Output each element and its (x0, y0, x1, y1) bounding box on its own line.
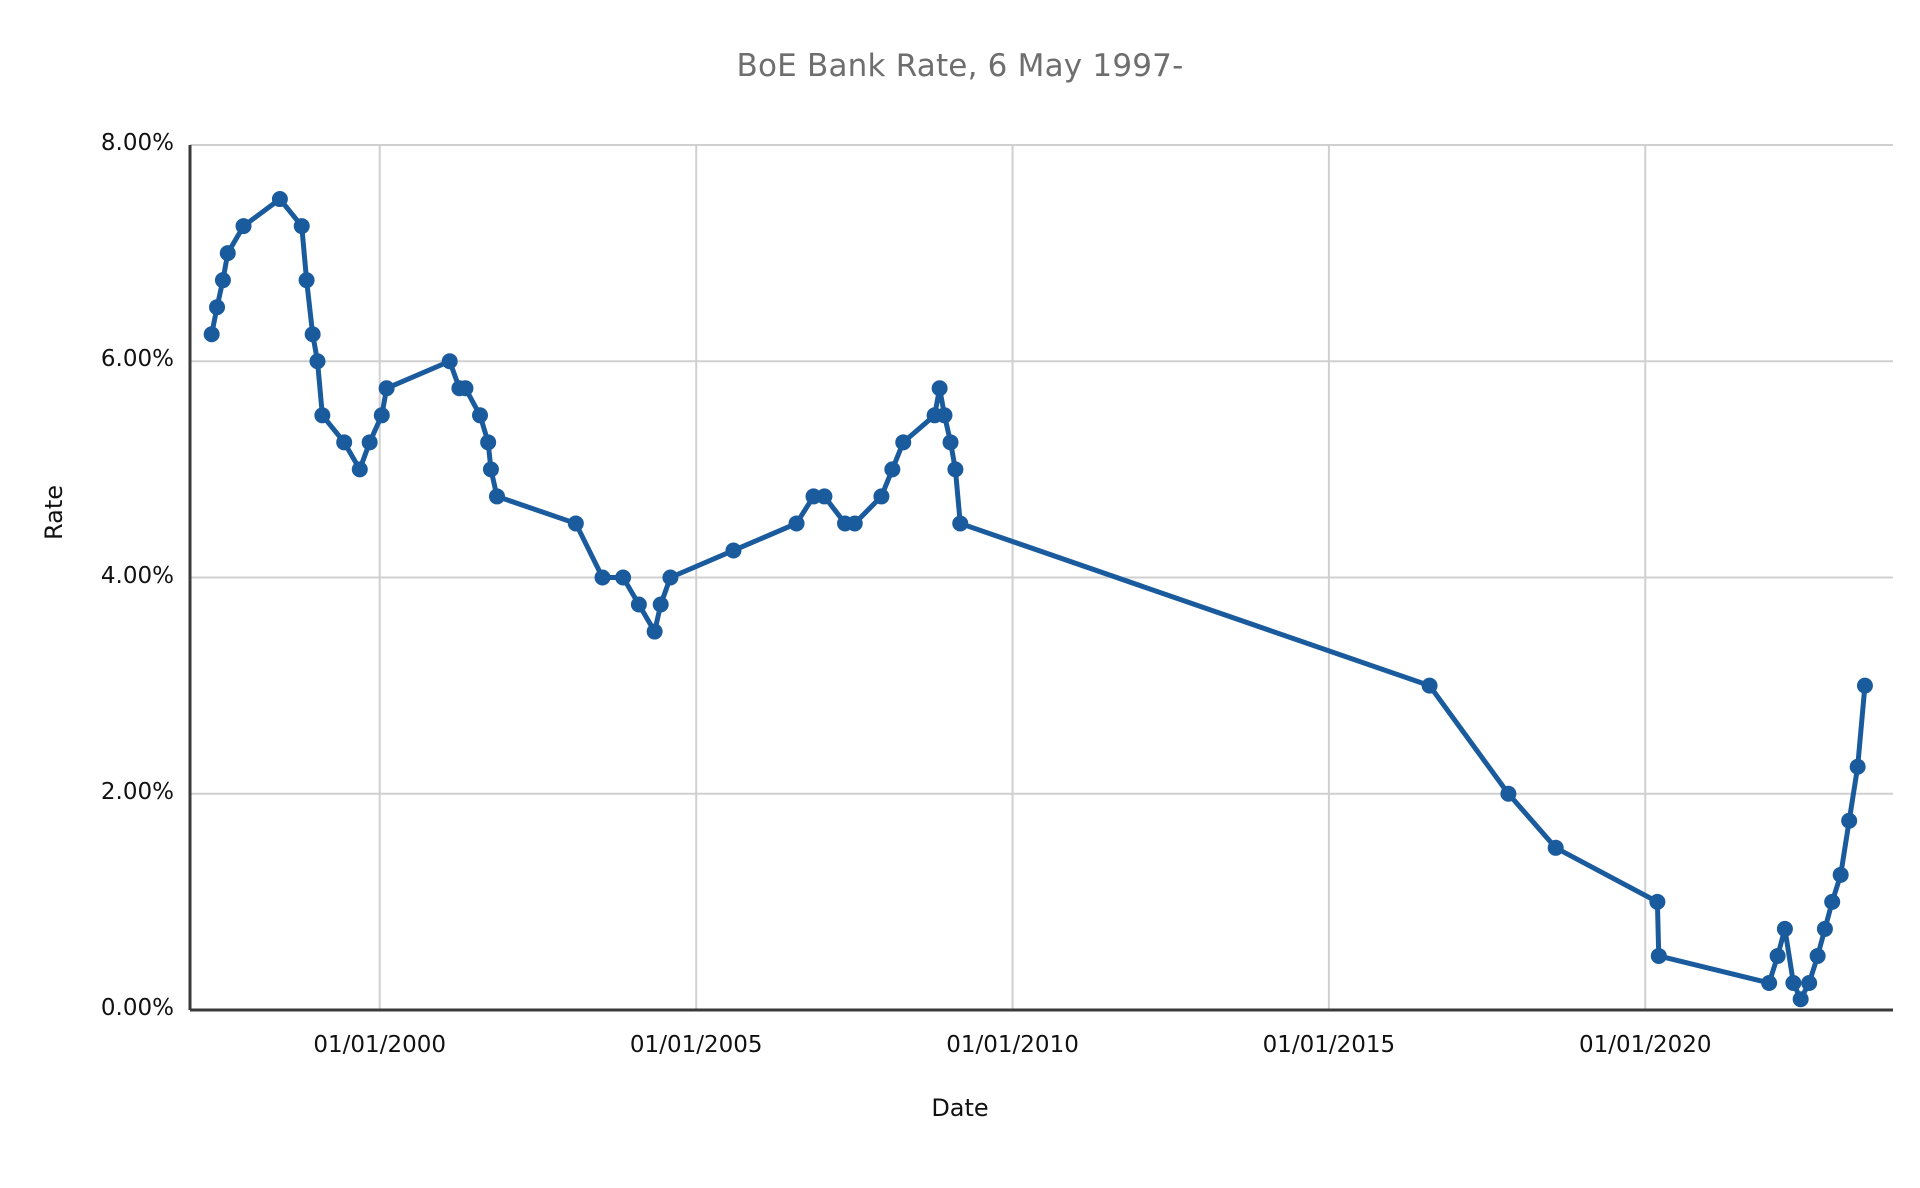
data-point-marker[interactable] (1547, 839, 1564, 856)
data-point-marker[interactable] (895, 434, 912, 451)
data-point-marker[interactable] (441, 353, 458, 370)
data-point-marker[interactable] (336, 434, 353, 451)
data-point-marker[interactable] (1832, 866, 1849, 883)
x-axis-tick-label: 01/01/2010 (946, 1032, 1079, 1058)
data-point-marker[interactable] (947, 461, 964, 478)
data-point-marker[interactable] (1785, 974, 1802, 991)
data-point-marker[interactable] (361, 434, 378, 451)
data-point-marker[interactable] (1801, 974, 1818, 991)
data-point-marker[interactable] (788, 515, 805, 532)
axis-lines-group (188, 145, 1893, 1012)
data-point-marker[interactable] (378, 380, 395, 397)
x-axis-tick-label: 01/01/2000 (313, 1032, 446, 1058)
data-series-group (203, 191, 1873, 1008)
data-point-marker[interactable] (630, 596, 647, 613)
data-point-marker[interactable] (662, 569, 679, 586)
data-point-marker[interactable] (1856, 677, 1873, 694)
data-point-marker[interactable] (488, 488, 505, 505)
y-axis-tick-label: 8.00% (100, 130, 174, 156)
data-point-marker[interactable] (594, 569, 611, 586)
x-axis-tick-label: 01/01/2015 (1262, 1032, 1396, 1058)
data-point-marker[interactable] (314, 407, 331, 424)
y-axis-tick-label: 2.00% (100, 778, 174, 805)
data-point-marker[interactable] (936, 407, 953, 424)
y-axis-title: Rate (40, 484, 68, 540)
data-point-marker[interactable] (1500, 785, 1517, 802)
data-point-marker[interactable] (1849, 758, 1866, 775)
data-point-marker[interactable] (304, 326, 321, 343)
x-axis-tick-label: 01/01/2020 (1578, 1032, 1712, 1058)
y-axis-tick-label: 4.00% (100, 562, 174, 589)
data-point-marker[interactable] (1776, 920, 1793, 937)
data-point-marker[interactable] (351, 461, 368, 478)
data-point-marker[interactable] (214, 272, 231, 289)
chart-title: BoE Bank Rate, 6 May 1997- (736, 48, 1184, 84)
data-point-marker[interactable] (646, 623, 663, 640)
data-point-marker[interactable] (309, 353, 326, 370)
data-point-marker[interactable] (615, 569, 632, 586)
data-point-marker[interactable] (1841, 812, 1858, 829)
data-point-marker[interactable] (1761, 974, 1778, 991)
series-line (209, 196, 1868, 1002)
gridlines-group (190, 144, 1893, 1010)
y-axis-tick-label: 0.00% (100, 995, 174, 1021)
data-point-marker[interactable] (884, 461, 901, 478)
x-axis-tick-label: 01/01/2005 (629, 1032, 763, 1058)
data-point-marker[interactable] (1650, 947, 1667, 964)
data-point-marker[interactable] (931, 380, 948, 397)
data-point-marker[interactable] (209, 299, 226, 316)
data-point-marker[interactable] (873, 488, 890, 505)
data-point-marker[interactable] (567, 515, 584, 532)
data-point-marker[interactable] (293, 218, 310, 235)
data-point-marker[interactable] (482, 461, 499, 478)
data-point-marker[interactable] (1792, 991, 1809, 1008)
data-point-marker[interactable] (1824, 893, 1841, 910)
data-point-marker[interactable] (952, 515, 969, 532)
data-point-marker[interactable] (1421, 677, 1438, 694)
data-point-marker[interactable] (846, 515, 863, 532)
data-point-marker[interactable] (1809, 947, 1826, 964)
data-point-marker[interactable] (219, 245, 236, 262)
data-point-marker[interactable] (652, 596, 669, 613)
data-point-marker[interactable] (1649, 893, 1666, 910)
data-point-marker[interactable] (472, 407, 489, 424)
data-point-marker[interactable] (942, 434, 959, 451)
data-point-marker[interactable] (271, 191, 288, 208)
x-axis-title: Date (931, 1094, 989, 1122)
data-point-marker[interactable] (373, 407, 390, 424)
data-point-marker[interactable] (457, 380, 474, 397)
data-point-marker[interactable] (203, 326, 220, 343)
data-point-marker[interactable] (1769, 947, 1786, 964)
data-point-marker[interactable] (298, 272, 315, 289)
data-point-marker[interactable] (1816, 920, 1833, 937)
data-point-marker[interactable] (480, 434, 497, 451)
data-point-marker[interactable] (725, 542, 742, 559)
y-axis-tick-label: 6.00% (100, 346, 174, 373)
data-point-marker[interactable] (235, 218, 252, 235)
data-point-marker[interactable] (816, 488, 833, 505)
